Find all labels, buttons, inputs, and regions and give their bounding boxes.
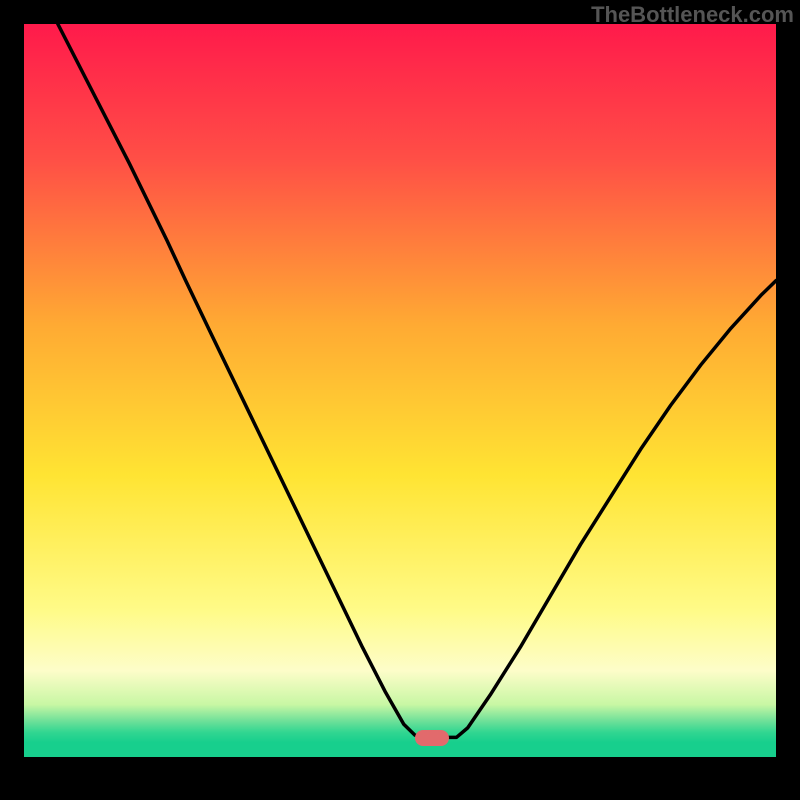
gradient-background	[24, 24, 776, 776]
bottom-black-strip	[24, 757, 776, 776]
optimal-marker	[415, 730, 449, 746]
watermark-text: TheBottleneck.com	[591, 2, 794, 28]
plot-area	[24, 24, 776, 776]
